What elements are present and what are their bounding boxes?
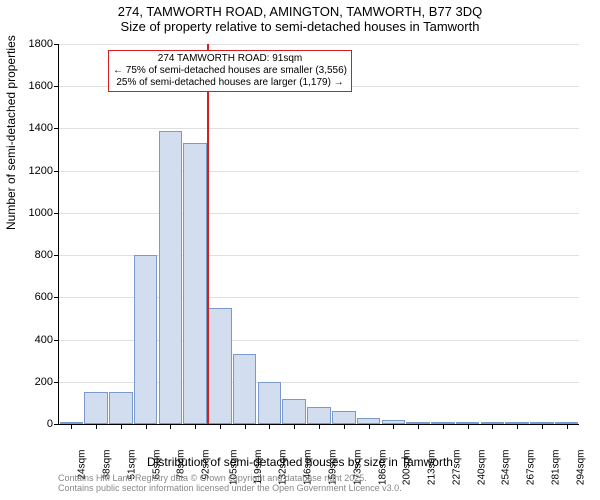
- bar: [282, 399, 306, 424]
- xtick-mark: [220, 424, 221, 429]
- xtick-mark: [195, 424, 196, 429]
- chart-title: 274, TAMWORTH ROAD, AMINGTON, TAMWORTH, …: [0, 0, 600, 36]
- plot-region: 02004006008001000120014001600180024sqm38…: [58, 44, 579, 425]
- ytick-mark: [54, 255, 59, 256]
- xtick-mark: [418, 424, 419, 429]
- title-line-2: Size of property relative to semi-detach…: [0, 19, 600, 34]
- grid-line: [59, 213, 579, 214]
- bar: [332, 411, 356, 424]
- xtick-mark: [121, 424, 122, 429]
- footer-line-2: Contains public sector information licen…: [58, 484, 402, 494]
- reference-line: [207, 44, 209, 424]
- ytick-label: 800: [13, 249, 53, 261]
- annotation-line-3: 25% of semi-detached houses are larger (…: [113, 77, 347, 89]
- ytick-label: 1400: [13, 122, 53, 134]
- annotation-line-1: 274 TAMWORTH ROAD: 91sqm: [113, 53, 347, 65]
- ytick-mark: [54, 128, 59, 129]
- xtick-mark: [146, 424, 147, 429]
- ytick-mark: [54, 44, 59, 45]
- ytick-label: 0: [13, 418, 53, 430]
- bar: [109, 392, 133, 424]
- grid-line: [59, 171, 579, 172]
- ytick-label: 1800: [13, 38, 53, 50]
- xtick-mark: [369, 424, 370, 429]
- ytick-label: 1000: [13, 207, 53, 219]
- ytick-mark: [54, 171, 59, 172]
- xtick-mark: [542, 424, 543, 429]
- xtick-mark: [468, 424, 469, 429]
- ytick-label: 400: [13, 334, 53, 346]
- ytick-label: 1200: [13, 165, 53, 177]
- xtick-mark: [567, 424, 568, 429]
- xtick-mark: [71, 424, 72, 429]
- bar: [258, 382, 282, 424]
- ytick-mark: [54, 86, 59, 87]
- annotation-line-2: ← 75% of semi-detached houses are smalle…: [113, 65, 347, 77]
- xtick-mark: [245, 424, 246, 429]
- bar: [307, 407, 331, 424]
- grid-line: [59, 128, 579, 129]
- bar: [183, 143, 207, 424]
- xtick-mark: [517, 424, 518, 429]
- bar: [159, 131, 183, 424]
- annotation-box: 274 TAMWORTH ROAD: 91sqm ← 75% of semi-d…: [108, 50, 352, 92]
- xtick-mark: [393, 424, 394, 429]
- bar: [208, 308, 232, 424]
- ytick-label: 600: [13, 291, 53, 303]
- ytick-mark: [54, 424, 59, 425]
- ytick-label: 200: [13, 376, 53, 388]
- xtick-mark: [170, 424, 171, 429]
- ytick-mark: [54, 382, 59, 383]
- bar: [233, 354, 257, 424]
- ytick-label: 1600: [13, 80, 53, 92]
- xtick-mark: [294, 424, 295, 429]
- xtick-mark: [344, 424, 345, 429]
- xtick-mark: [319, 424, 320, 429]
- ytick-mark: [54, 340, 59, 341]
- xtick-mark: [96, 424, 97, 429]
- footer-attribution: Contains HM Land Registry data © Crown c…: [58, 474, 402, 494]
- bar: [134, 255, 158, 424]
- chart-area: 02004006008001000120014001600180024sqm38…: [58, 44, 578, 424]
- xtick-mark: [443, 424, 444, 429]
- xtick-mark: [492, 424, 493, 429]
- grid-line: [59, 44, 579, 45]
- ytick-mark: [54, 297, 59, 298]
- x-axis-label: Distribution of semi-detached houses by …: [0, 455, 600, 469]
- ytick-mark: [54, 213, 59, 214]
- title-line-1: 274, TAMWORTH ROAD, AMINGTON, TAMWORTH, …: [0, 4, 600, 19]
- xtick-mark: [269, 424, 270, 429]
- bar: [84, 392, 108, 424]
